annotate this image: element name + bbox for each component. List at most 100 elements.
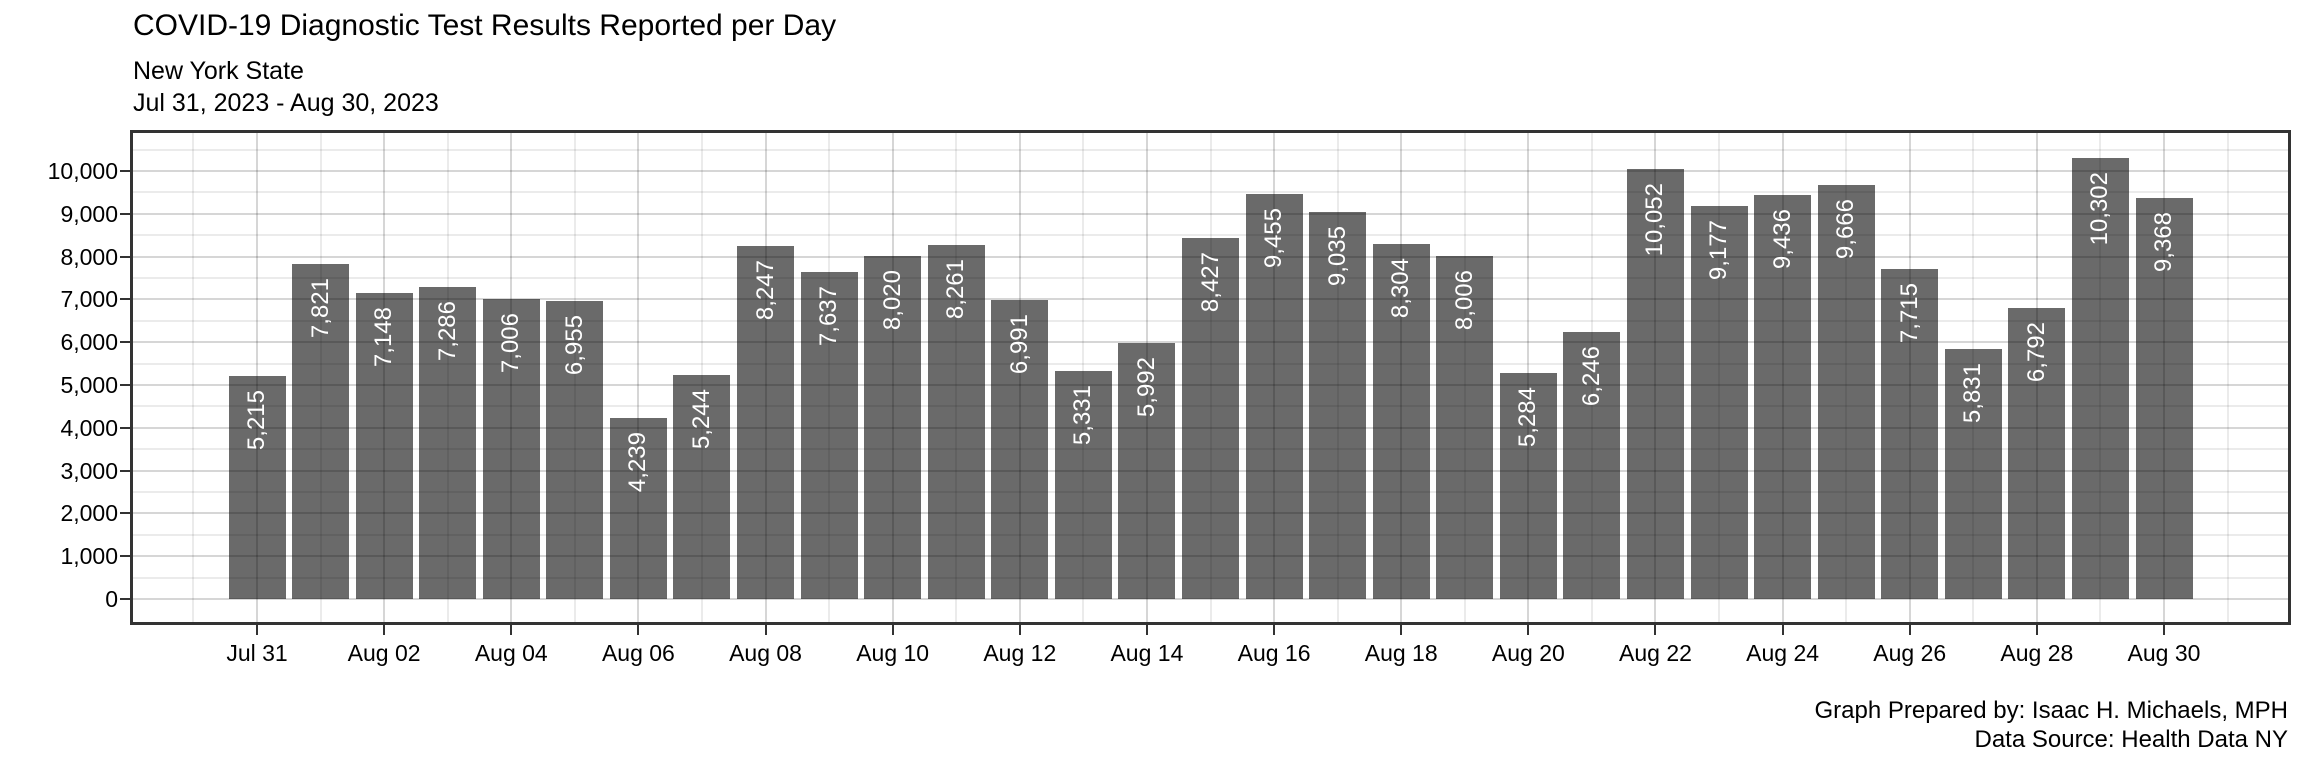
gridline-major-h [133, 341, 2288, 344]
gridline-minor-h [133, 448, 2288, 451]
gridline-major-h [133, 298, 2288, 301]
y-tick-label: 10,000 [47, 158, 118, 185]
bar-value-label: 5,331 [1069, 384, 1097, 445]
y-axis-tick [120, 298, 130, 301]
bar-value-label: 9,368 [2150, 212, 2177, 273]
x-axis-tick [1781, 625, 1784, 635]
chart-subtitle: New York State [133, 57, 304, 85]
gridline-major-v [1273, 133, 1276, 622]
gridline-minor-h [133, 191, 2288, 194]
bar [1626, 168, 1684, 599]
y-tick-label: 8,000 [60, 243, 118, 270]
bar-value-label: 7,637 [815, 286, 843, 347]
bar [355, 293, 413, 599]
gridline-major-v [1654, 133, 1657, 622]
bar-value-label: 8,261 [942, 259, 970, 320]
x-tick-label: Aug 02 [347, 640, 421, 666]
bar-value-label: 8,247 [751, 260, 779, 321]
bar [1881, 268, 1939, 599]
gridline-major-v [1908, 133, 1911, 622]
x-axis-tick [383, 625, 386, 635]
gridline-minor-h [133, 405, 2288, 408]
bar-value-label: 9,666 [1832, 199, 1860, 260]
x-axis-tick [256, 625, 258, 635]
y-axis-tick [120, 555, 130, 558]
bar-value-label: 8,006 [1450, 270, 1478, 331]
bar [1944, 349, 2002, 599]
chart-date-range: Jul 31, 2023 - Aug 30, 2023 [133, 89, 439, 117]
gridline-major-h [133, 426, 2288, 429]
gridline-minor-v [1082, 133, 1085, 622]
gridline-minor-v [1336, 133, 1339, 622]
gridline-minor-h [133, 234, 2288, 237]
x-axis-tick [510, 625, 513, 635]
bar-value-label: 7,148 [370, 307, 398, 368]
gridline-major-v [510, 133, 513, 622]
y-tick-label: 7,000 [60, 286, 118, 313]
bar [1309, 212, 1367, 599]
x-axis-tick [1527, 625, 1530, 635]
bar-value-label: 6,991 [1005, 313, 1033, 374]
bar [1436, 256, 1494, 599]
y-axis-tick [120, 512, 130, 515]
bar-value-label: 9,177 [1705, 220, 1733, 281]
bar [864, 255, 922, 599]
x-axis-tick [1273, 625, 1276, 635]
gridline-major-h [133, 597, 2288, 600]
caption-prepared-by: Graph Prepared by: Isaac H. Michaels, MP… [1814, 697, 2288, 724]
plot-area: 5,215 7,821 7,148 7,286 7,006 6,955 4,239 5,244… [133, 133, 2288, 622]
gridline-major-v [764, 133, 767, 622]
gridline-major-v [256, 133, 258, 622]
x-axis-tick [1018, 625, 1021, 635]
y-tick-label: 4,000 [60, 414, 118, 441]
bar [2008, 308, 2066, 599]
bar-value-label: 6,246 [1577, 345, 1605, 406]
bar [1054, 370, 1112, 599]
gridline-minor-h [133, 533, 2288, 536]
bar-value-label: 9,455 [1260, 208, 1288, 269]
gridline-major-h [133, 383, 2288, 386]
gridline-minor-v [573, 133, 576, 622]
x-axis-tick [1400, 625, 1403, 635]
bar [482, 299, 540, 599]
gridline-minor-v [1845, 133, 1848, 622]
x-tick-label: Aug 30 [2127, 640, 2201, 666]
bar [1499, 372, 1557, 599]
gridline-minor-v [828, 133, 831, 622]
gridline-major-v [2035, 133, 2038, 622]
gridline-minor-v [2099, 133, 2102, 622]
gridline-minor-v [192, 133, 195, 622]
bar-value-label: 7,821 [306, 278, 334, 339]
x-tick-label: Aug 20 [1491, 640, 1565, 666]
gridline-major-v [891, 133, 894, 622]
y-axis-tick [120, 597, 130, 600]
y-tick-label: 6,000 [60, 329, 118, 356]
x-tick-label: Aug 16 [1237, 640, 1311, 666]
gridline-major-v [2163, 133, 2165, 622]
x-tick-label: Aug 18 [1364, 640, 1438, 666]
y-tick-label: 9,000 [60, 200, 118, 227]
bar [419, 287, 477, 599]
bar [546, 301, 604, 599]
bar [927, 245, 985, 599]
gridline-minor-v [319, 133, 322, 622]
y-tick-label: 5,000 [60, 371, 118, 398]
chart-title: COVID-19 Diagnostic Test Results Reporte… [133, 9, 837, 42]
x-tick-label: Aug 04 [474, 640, 548, 666]
y-axis-tick [120, 341, 130, 344]
x-tick-label: Aug 28 [2000, 640, 2074, 666]
gridline-major-h [133, 255, 2288, 258]
y-axis-tick [120, 212, 130, 215]
gridline-major-v [1018, 133, 1021, 622]
x-axis-tick [1145, 625, 1148, 635]
bar-value-label: 5,244 [687, 388, 715, 449]
bar [673, 374, 731, 599]
bar-value-label: 7,715 [1895, 282, 1923, 343]
bar [1182, 238, 1239, 599]
y-axis-tick [120, 426, 130, 429]
bar-value-label: 10,052 [1641, 182, 1669, 257]
x-tick-label: Aug 08 [729, 640, 802, 666]
gridline-minor-h [133, 277, 2288, 280]
y-axis-tick [120, 170, 130, 173]
